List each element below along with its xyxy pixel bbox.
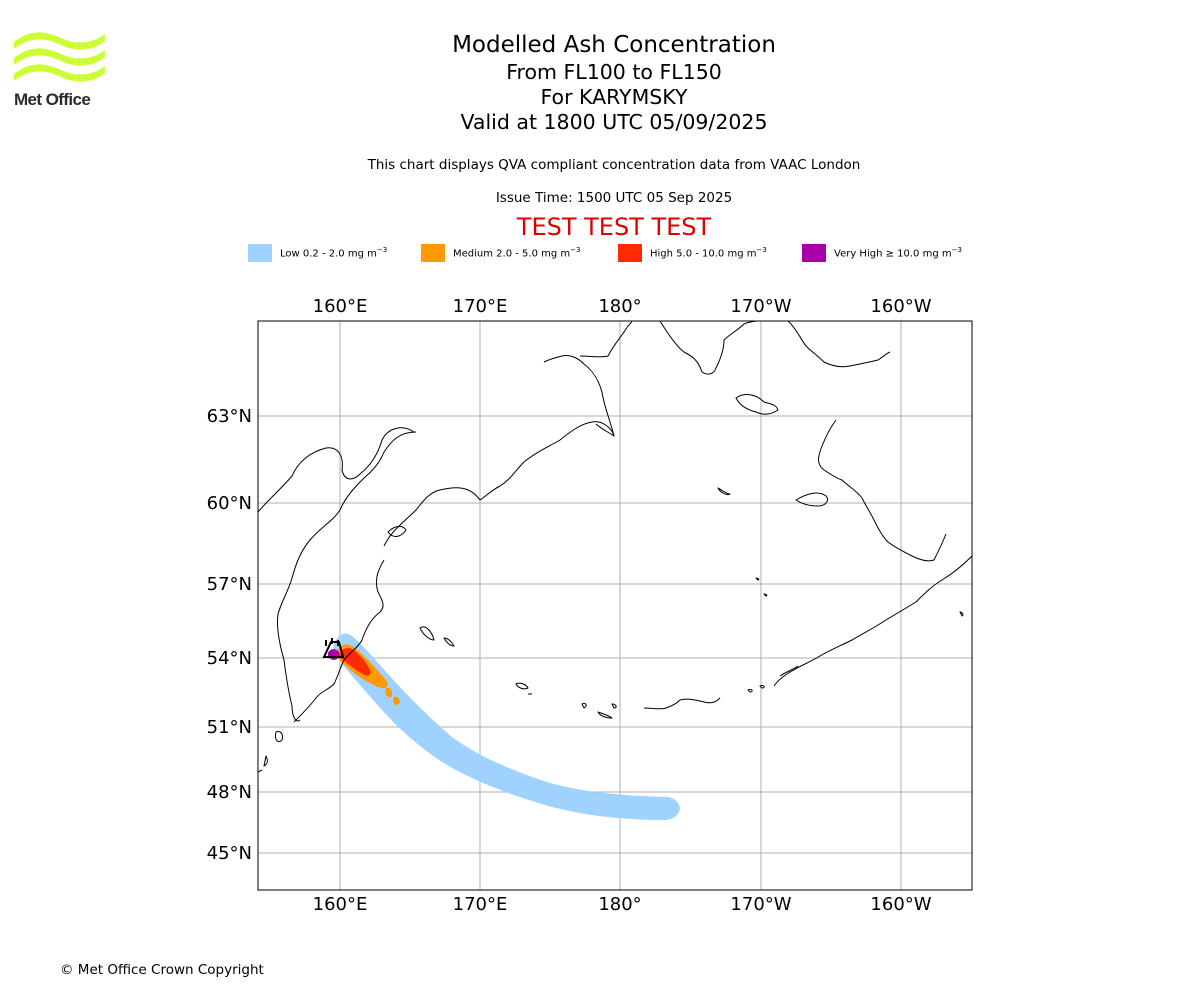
legend-swatch-medium bbox=[421, 244, 445, 262]
legend-label-low: Low 0.2 - 2.0 mg m−3 bbox=[280, 246, 388, 260]
coast-koryak-anadyr bbox=[277, 431, 417, 722]
lat-tick-48n: 48°N bbox=[207, 782, 252, 803]
chart-titles: Modelled Ash Concentration From FL100 to… bbox=[414, 30, 814, 135]
lat-tick-45n: 45°N bbox=[207, 843, 252, 864]
coast-seward bbox=[735, 394, 779, 415]
legend-label-very-high: Very High ≥ 10.0 mg m−3 bbox=[834, 246, 962, 260]
legend-swatch-high bbox=[618, 244, 642, 262]
coast-kamchatka-east bbox=[293, 559, 385, 723]
met-office-wave-icon bbox=[14, 32, 105, 82]
aleutian-6 bbox=[643, 697, 721, 710]
island-stlawrence bbox=[717, 487, 731, 495]
island-commander-2 bbox=[443, 637, 455, 647]
lon-tick-top-170w: 170°W bbox=[730, 296, 791, 317]
coast-okhotsk bbox=[258, 427, 415, 513]
lon-tick-bottom-170e: 170°E bbox=[453, 894, 508, 915]
coast-alaska-mid bbox=[787, 321, 891, 368]
legend-swatch-low bbox=[248, 244, 272, 262]
kuril-1 bbox=[275, 731, 283, 743]
legend-label-high: High 5.0 - 10.0 mg m−3 bbox=[650, 246, 767, 260]
island-kodiak bbox=[959, 611, 964, 617]
coast-anadyr-gulf bbox=[383, 421, 615, 547]
main-title: Modelled Ash Concentration bbox=[452, 32, 776, 58]
lon-tick-top-180: 180° bbox=[598, 296, 641, 317]
ash-high-plume bbox=[339, 647, 371, 676]
flight-level-title: From FL100 to FL150 bbox=[506, 60, 722, 84]
island-commander-1 bbox=[419, 626, 435, 641]
valid-time-title: Valid at 1800 UTC 05/09/2025 bbox=[460, 110, 768, 134]
aleutian-5 bbox=[611, 703, 617, 709]
lon-tick-bottom-170w: 170°W bbox=[730, 894, 791, 915]
map-frame bbox=[257, 320, 973, 891]
lat-tick-57n: 57°N bbox=[207, 574, 252, 595]
lon-tick-top-170e: 170°E bbox=[453, 296, 508, 317]
legend-label-medium: Medium 2.0 - 5.0 mg m−3 bbox=[453, 246, 581, 260]
aleutian-1 bbox=[515, 682, 529, 690]
issue-time: Issue Time: 1500 UTC 05 Sep 2025 bbox=[495, 190, 733, 206]
island-pribilof-2 bbox=[763, 593, 768, 597]
met-office-logo-text: Met Office bbox=[14, 90, 91, 109]
coast-alaska-southwest bbox=[773, 419, 972, 687]
legend: Low 0.2 - 2.0 mg m−3 Medium 2.0 - 5.0 mg… bbox=[0, 243, 1200, 265]
lat-tick-54n: 54°N bbox=[207, 648, 252, 669]
aleutian-4 bbox=[597, 711, 613, 719]
aleutian-3 bbox=[581, 703, 587, 709]
aleutian-9 bbox=[779, 665, 799, 677]
lon-tick-top-160e: 160°E bbox=[313, 296, 368, 317]
coast-bristol-bay bbox=[795, 492, 829, 507]
legend-swatch-very-high bbox=[802, 244, 826, 262]
lon-tick-bottom-180: 180° bbox=[598, 894, 641, 915]
kuril-2 bbox=[263, 755, 268, 767]
lon-tick-bottom-160e: 160°E bbox=[313, 894, 368, 915]
volcano-marker-icon bbox=[322, 638, 345, 658]
lon-tick-bottom-160w: 160°W bbox=[870, 894, 931, 915]
island-pribilof-1 bbox=[755, 577, 760, 581]
copyright-notice: © Met Office Crown Copyright bbox=[60, 962, 264, 978]
ash-low-plume bbox=[333, 633, 680, 820]
coastlines bbox=[258, 321, 972, 773]
map-gridlines bbox=[258, 321, 972, 890]
subtitle: This chart displays QVA compliant concen… bbox=[367, 157, 861, 173]
volcano-title: For KARYMSKY bbox=[540, 85, 688, 109]
kuril-3 bbox=[258, 769, 263, 773]
ash-medium-patch-2 bbox=[393, 696, 400, 706]
aleutian-7 bbox=[747, 688, 753, 693]
met-office-logo: Met Office bbox=[14, 30, 108, 112]
lat-tick-63n: 63°N bbox=[207, 406, 252, 427]
lat-tick-51n: 51°N bbox=[207, 717, 252, 738]
island-karaginsky bbox=[387, 525, 407, 537]
lon-tick-top-160w: 160°W bbox=[870, 296, 931, 317]
ash-medium-patch-1 bbox=[385, 687, 393, 698]
coast-chukotka bbox=[543, 321, 633, 437]
aleutian-8 bbox=[759, 684, 765, 689]
test-banner: TEST TEST TEST bbox=[516, 213, 712, 241]
coast-alaska-west bbox=[659, 321, 757, 375]
lat-tick-60n: 60°N bbox=[207, 493, 252, 514]
